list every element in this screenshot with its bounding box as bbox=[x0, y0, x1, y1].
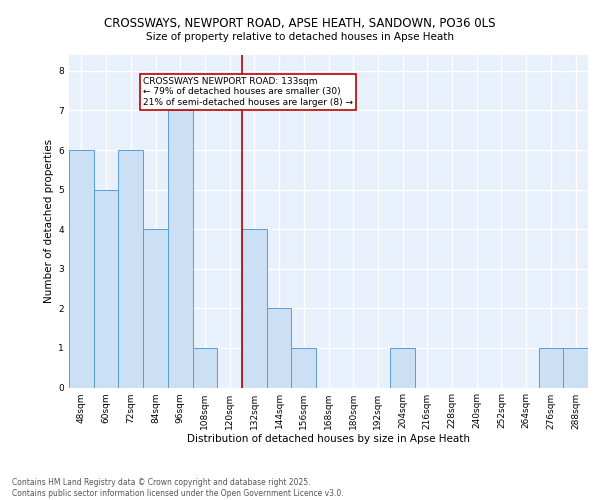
Text: Contains HM Land Registry data © Crown copyright and database right 2025.
Contai: Contains HM Land Registry data © Crown c… bbox=[12, 478, 344, 498]
Text: CROSSWAYS NEWPORT ROAD: 133sqm
← 79% of detached houses are smaller (30)
21% of : CROSSWAYS NEWPORT ROAD: 133sqm ← 79% of … bbox=[143, 77, 353, 106]
Bar bbox=[292, 348, 316, 388]
Y-axis label: Number of detached properties: Number of detached properties bbox=[44, 139, 54, 304]
X-axis label: Distribution of detached houses by size in Apse Heath: Distribution of detached houses by size … bbox=[187, 434, 470, 444]
Bar bbox=[193, 348, 217, 388]
Bar bbox=[539, 348, 563, 388]
Bar bbox=[94, 190, 118, 388]
Bar bbox=[168, 110, 193, 388]
Text: CROSSWAYS, NEWPORT ROAD, APSE HEATH, SANDOWN, PO36 0LS: CROSSWAYS, NEWPORT ROAD, APSE HEATH, SAN… bbox=[104, 18, 496, 30]
Bar bbox=[143, 229, 168, 388]
Bar bbox=[267, 308, 292, 388]
Bar bbox=[69, 150, 94, 388]
Bar bbox=[390, 348, 415, 388]
Bar bbox=[563, 348, 588, 388]
Bar bbox=[242, 229, 267, 388]
Bar bbox=[118, 150, 143, 388]
Text: Size of property relative to detached houses in Apse Heath: Size of property relative to detached ho… bbox=[146, 32, 454, 42]
